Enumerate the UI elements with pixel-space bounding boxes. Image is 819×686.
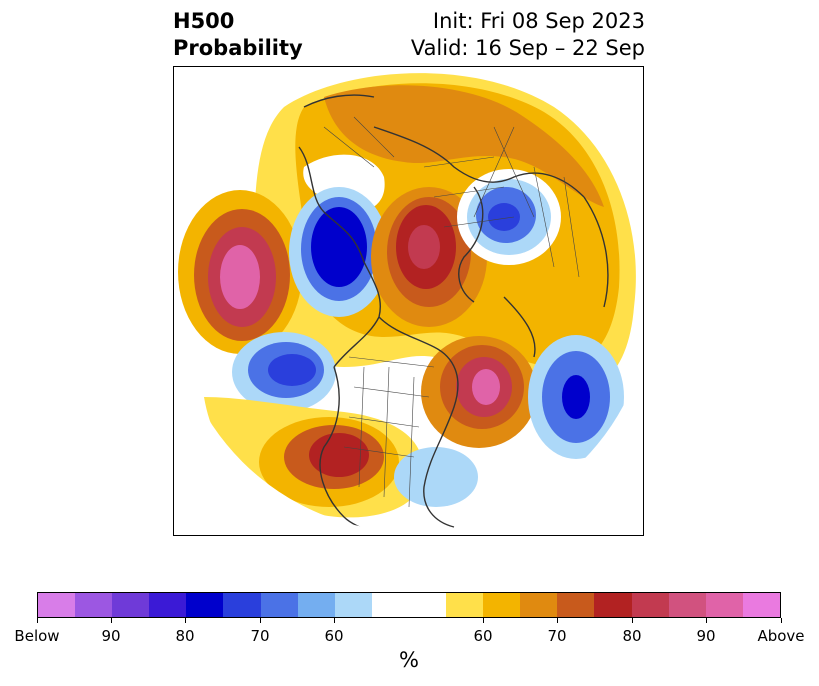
anomaly-below-pacific-inner bbox=[268, 354, 316, 386]
colorbar-swatch bbox=[112, 593, 150, 617]
colorbar-swatch bbox=[668, 593, 706, 617]
colorbar-tick-mark bbox=[705, 618, 707, 623]
colorbar-tick-label: 80 bbox=[175, 627, 195, 645]
colorbar-tick-label: Below bbox=[14, 627, 60, 645]
colorbar-swatch bbox=[371, 593, 447, 617]
colorbar-swatch bbox=[186, 593, 224, 617]
anomaly-below-europe-core bbox=[488, 203, 520, 231]
anomaly-above-atlantic-core bbox=[472, 369, 500, 405]
colorbar-tick-label: 90 bbox=[696, 627, 716, 645]
colorbar-tick-label: 70 bbox=[250, 627, 270, 645]
colorbar-tick-mark bbox=[184, 618, 186, 623]
coastlines bbox=[298, 94, 609, 532]
colorbar-tick-mark bbox=[556, 618, 558, 623]
anomaly-above-pacific-core bbox=[220, 245, 260, 309]
colorbar-swatch bbox=[520, 593, 558, 617]
anomaly-above-arctic bbox=[324, 85, 604, 207]
colorbar-tick-label: 60 bbox=[324, 627, 344, 645]
anomaly-below-us-east bbox=[394, 447, 478, 507]
anomaly-above-us-west-core bbox=[309, 433, 369, 477]
colorbar-swatch bbox=[75, 593, 113, 617]
colorbar-swatch bbox=[149, 593, 187, 617]
colorbar-swatch bbox=[594, 593, 632, 617]
title-init-date: Init: Fri 08 Sep 2023 bbox=[432, 9, 645, 33]
colorbar-tick-label: 80 bbox=[622, 627, 642, 645]
anomaly-below-atlantic-core bbox=[562, 375, 590, 419]
colorbar-swatch bbox=[557, 593, 595, 617]
colorbar-swatch bbox=[705, 593, 743, 617]
title-variable: H500 bbox=[173, 9, 235, 33]
colorbar-swatch bbox=[446, 593, 484, 617]
colorbar-tick-mark bbox=[780, 618, 782, 623]
colorbar-tick-label: 70 bbox=[547, 627, 567, 645]
title-valid-range: Valid: 16 Sep – 22 Sep bbox=[410, 36, 645, 60]
probability-colorbar bbox=[37, 592, 781, 618]
colorbar-tick-label: 90 bbox=[101, 627, 121, 645]
colorbar-swatch bbox=[260, 593, 298, 617]
colorbar-tick-mark bbox=[110, 618, 112, 623]
colorbar-swatch bbox=[742, 593, 780, 617]
colorbar-tick-mark bbox=[631, 618, 633, 623]
colorbar-tick-mark bbox=[36, 618, 38, 623]
political-borders bbox=[323, 116, 580, 508]
colorbar-swatch bbox=[631, 593, 669, 617]
anomaly-above-central-core bbox=[408, 225, 440, 269]
probability-map bbox=[173, 66, 644, 536]
colorbar-tick-mark bbox=[482, 618, 484, 623]
colorbar-swatch bbox=[483, 593, 521, 617]
anomaly-below-alaska-inner bbox=[311, 207, 367, 287]
chart-title-right: Init: Fri 08 Sep 2023 Valid: 16 Sep – 22… bbox=[411, 8, 645, 62]
polar-stereographic-map bbox=[174, 67, 643, 532]
colorbar-swatch bbox=[38, 593, 76, 617]
colorbar-tick-mark bbox=[333, 618, 335, 623]
chart-title-left: H500 Probability bbox=[173, 8, 303, 62]
colorbar-swatch bbox=[297, 593, 335, 617]
colorbar-unit-label: % bbox=[399, 648, 419, 672]
colorbar-tick-mark bbox=[259, 618, 261, 623]
colorbar-swatch bbox=[334, 593, 372, 617]
colorbar-tick-label: Above bbox=[757, 627, 805, 645]
title-product: Probability bbox=[173, 36, 303, 60]
colorbar-swatch bbox=[223, 593, 261, 617]
colorbar-tick-label: 60 bbox=[473, 627, 493, 645]
